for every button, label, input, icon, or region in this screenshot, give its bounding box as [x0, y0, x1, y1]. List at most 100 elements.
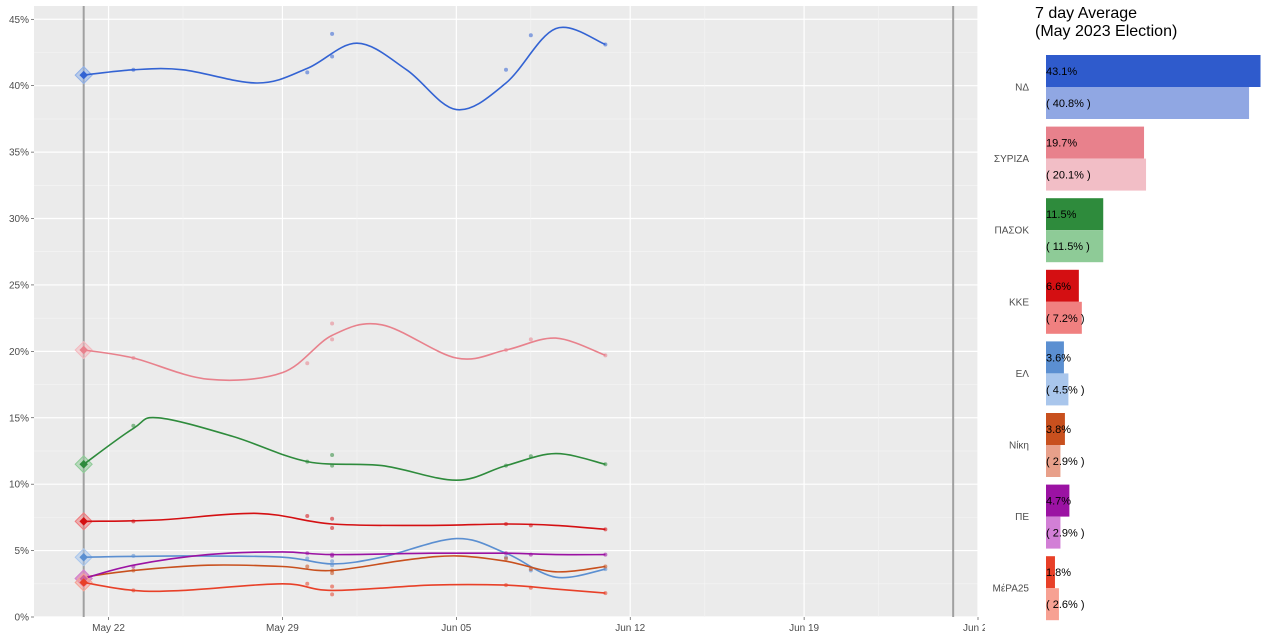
poll-average-label: 4.7% — [1046, 496, 1071, 508]
election-result-bar — [1046, 588, 1059, 621]
series-pasok — [74, 416, 608, 482]
election-result-label: ( 11.5% ) — [1046, 241, 1090, 253]
poll-point — [131, 423, 136, 428]
x-axis: May 22 May 29 Jun 05 Jun 12 Jun 19 Jun 26 — [92, 617, 985, 634]
trend-line — [83, 555, 606, 578]
poll-point — [330, 559, 335, 564]
x-tick-label: Jun 05 — [441, 623, 471, 634]
y-axis: 0% 5% 10% 15% 20% 25% 30% 35% 40% 45% — [9, 15, 34, 624]
poll-average-label: 6.6% — [1046, 281, 1071, 293]
election-result-label: ( 7.2% ) — [1046, 313, 1085, 325]
category-label: ΠΑΣΟΚ — [994, 226, 1029, 237]
poll-average-bar — [1046, 198, 1104, 231]
series-kke — [74, 512, 608, 532]
category-label: Νίκη — [1009, 440, 1029, 452]
poll-point — [528, 523, 533, 528]
bar-group-party-6: ΠΕ 4.7% ( 2.9% ) — [1015, 484, 1085, 549]
poll-average-label: 19.7% — [1046, 138, 1077, 150]
bar-group-party-4: ΕΛ 3.6% ( 4.5% ) — [1016, 341, 1085, 406]
x-tick-label: Jun 12 — [615, 623, 645, 634]
category-label: ΣΥΡΙΖΑ — [994, 154, 1029, 165]
trend-line — [83, 26, 606, 111]
poll-average-bar — [1046, 126, 1145, 159]
poll-point — [305, 551, 310, 556]
x-tick-label: Jun 19 — [789, 623, 819, 634]
poll-point — [504, 551, 508, 556]
poll-point — [603, 564, 608, 569]
category-label: ΚΚΕ — [1009, 297, 1029, 308]
category-label: ΜέΡΑ25 — [992, 583, 1029, 595]
bar-group-party-2: ΠΑΣΟΚ 11.5% ( 11.5% ) — [994, 198, 1104, 263]
poll-point — [330, 526, 335, 531]
poll-point — [305, 514, 310, 519]
poll-point — [330, 54, 335, 59]
poll-average-bar — [1046, 484, 1070, 517]
poll-average-bar — [1046, 341, 1064, 374]
poll-point — [528, 567, 533, 572]
series-syriza — [74, 321, 608, 382]
poll-average-bar — [1046, 55, 1261, 87]
side-chart-title-line1: 7 day Average — [1035, 5, 1137, 22]
poll-point — [528, 337, 533, 342]
poll-point — [131, 564, 136, 569]
poll-point — [330, 592, 335, 597]
poll-point — [305, 361, 310, 366]
election-result-label: ( 40.8% ) — [1046, 98, 1091, 110]
x-tick-label: May 29 — [266, 623, 299, 634]
poll-average-label: 3.8% — [1046, 424, 1071, 436]
poll-point — [528, 552, 533, 557]
poll-point — [330, 321, 335, 326]
poll-point — [305, 70, 310, 75]
y-tick-label: 5% — [15, 546, 30, 557]
election-result-label: ( 2.9% ) — [1046, 528, 1085, 540]
poll-point — [330, 452, 335, 457]
poll-point — [330, 584, 335, 589]
poll-point — [603, 591, 608, 596]
election-result-bar — [1046, 373, 1069, 406]
poll-point — [305, 459, 310, 464]
poll-point — [504, 556, 508, 561]
poll-trend-chart: 0%5%10%15%20%25%30%35%40%45% May 22 May 2… — [9, 6, 985, 634]
poll-point — [504, 583, 508, 588]
election-result-bar — [1046, 158, 1147, 191]
election-result-label: ( 4.5% ) — [1046, 384, 1085, 396]
poll-point — [131, 519, 136, 524]
poll-point — [504, 522, 508, 527]
y-tick-label: 35% — [9, 148, 29, 159]
poll-point — [603, 462, 608, 467]
poll-point — [305, 564, 310, 569]
poll-point — [131, 553, 136, 558]
bar-group-party-1: ΣΥΡΙΖΑ 19.7% ( 20.1% ) — [994, 126, 1147, 191]
bar-group-nd: ΝΔ 43.1% ( 40.8% ) — [1015, 55, 1261, 119]
trend-line — [83, 416, 606, 482]
poll-average-label: 1.8% — [1046, 567, 1071, 579]
poll-average-label: 43.1% — [1046, 66, 1077, 78]
poll-point — [330, 31, 335, 36]
poll-average-bar — [1046, 413, 1065, 445]
poll-point — [528, 454, 533, 459]
category-label: ΠΕ — [1015, 512, 1029, 523]
x-tick-label: May 22 — [92, 623, 125, 634]
series-mera25 — [74, 573, 608, 597]
election-result-bar — [1046, 301, 1082, 334]
poll-point — [131, 588, 136, 593]
bar-group-party-3: ΚΚΕ 6.6% ( 7.2% ) — [1009, 269, 1085, 334]
series-group — [74, 26, 608, 597]
poll-point — [330, 463, 335, 468]
y-tick-label: 20% — [9, 347, 29, 358]
election-result-label: ( 2.6% ) — [1046, 599, 1085, 611]
poll-point — [603, 527, 608, 532]
seven-day-average-chart: 7 day Average (May 2023 Election) ΝΔ 43.1… — [992, 5, 1261, 621]
y-tick-label: 25% — [9, 280, 29, 291]
y-tick-label: 45% — [9, 15, 29, 26]
bar-group: ΝΔ 43.1% ( 40.8% ) ΣΥΡΙΖΑ 19.7% ( 20.1% ) ΠΑΣΟ… — [992, 55, 1261, 621]
poll-point — [305, 581, 310, 586]
election-result-bar — [1046, 87, 1250, 119]
poll-average-label: 3.6% — [1046, 352, 1071, 364]
poll-point — [131, 67, 136, 72]
poll-point — [131, 355, 136, 360]
y-tick-label: 40% — [9, 81, 29, 92]
election-result-point — [79, 70, 88, 80]
y-tick-label: 30% — [9, 214, 29, 225]
x-tick-label: Jun 26 — [963, 623, 985, 634]
